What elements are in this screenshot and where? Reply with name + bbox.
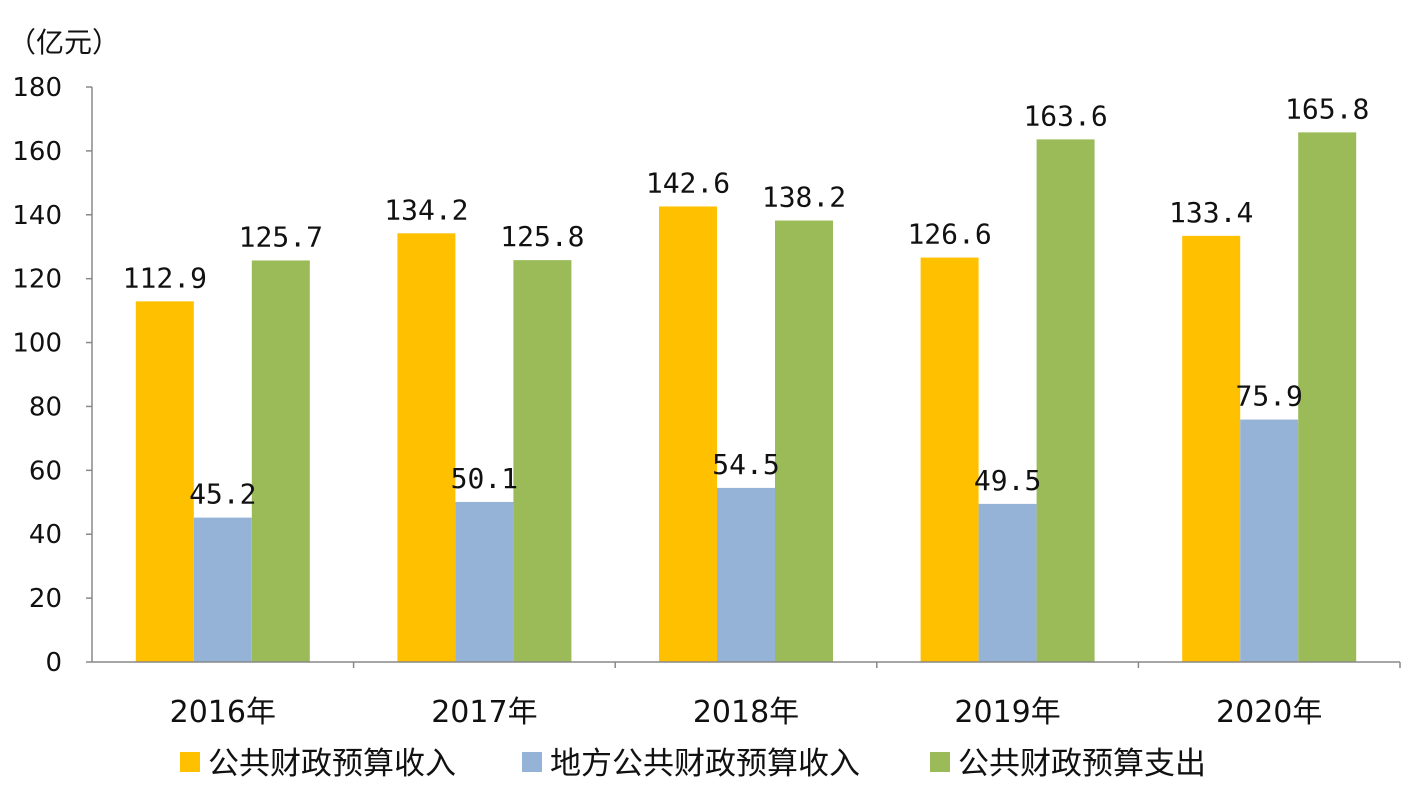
legend-swatch [180,752,200,772]
x-tick-label: 2017年 [431,695,537,730]
y-tick-label: 20 [29,584,62,614]
bar [193,517,252,662]
data-label: 75.9 [1235,380,1302,413]
bar [513,260,572,662]
data-label: 134.2 [384,193,468,226]
data-label: 125.8 [500,220,584,253]
y-tick-label: 40 [29,520,62,550]
legend-label: 地方公共财政预算收入 [550,746,860,782]
bar [775,220,833,662]
bar [397,233,456,663]
data-label: 138.2 [762,181,846,214]
y-axis-unit-label: （亿元） [8,26,120,59]
bar [659,206,717,662]
legend: 公共财政预算收入 地方公共财政预算收入 公共财政预算支出 [180,746,1206,782]
x-tick-label: 2020年 [1216,695,1322,730]
bar [1182,235,1241,662]
y-tick-label: 60 [29,456,62,486]
data-labels-group: 112.9 45.2 125.7 134.2 50.1 125.8 142.6 54.5 138… [123,92,1370,510]
bars-group [135,132,1357,663]
y-tick-label: 140 [12,201,62,231]
bar [135,301,194,662]
y-tick-label: 80 [29,392,62,422]
data-label: 45.2 [189,478,256,511]
legend-label: 公共财政预算支出 [958,746,1206,782]
y-axis-ticks: 0 20 40 60 80 100 120 140 160 180 [12,73,92,678]
legend-swatch [930,752,950,772]
bar [920,257,979,662]
data-label: 50.1 [451,462,518,495]
x-axis-ticks: 2016年 2017年 2018年 2019年 2020年 [170,695,1323,730]
x-tick-label: 2018年 [693,695,799,730]
x-tick-label: 2016年 [170,695,276,730]
legend-swatch [522,752,542,772]
bar [1036,139,1095,662]
data-label: 165.8 [1285,92,1369,125]
data-label: 133.4 [1169,196,1253,229]
data-label: 125.7 [239,220,323,253]
y-tick-label: 100 [12,329,62,359]
y-tick-label: 160 [12,137,62,167]
data-label: 54.5 [712,448,779,481]
data-label: 126.6 [907,218,991,251]
data-label: 112.9 [123,261,207,294]
data-label: 49.5 [974,464,1041,497]
bar [717,487,775,662]
x-tick-label: 2019年 [954,695,1060,730]
bar [455,501,514,662]
data-label: 142.6 [646,166,730,199]
y-tick-label: 0 [45,648,62,678]
bar [1298,132,1357,663]
bar [978,503,1037,662]
y-tick-label: 120 [12,265,62,295]
data-label: 163.6 [1023,99,1107,132]
axes [91,87,1401,668]
bar [1240,419,1299,662]
legend-label: 公共财政预算收入 [208,746,456,782]
y-tick-label: 180 [12,73,62,103]
bar [251,260,310,662]
